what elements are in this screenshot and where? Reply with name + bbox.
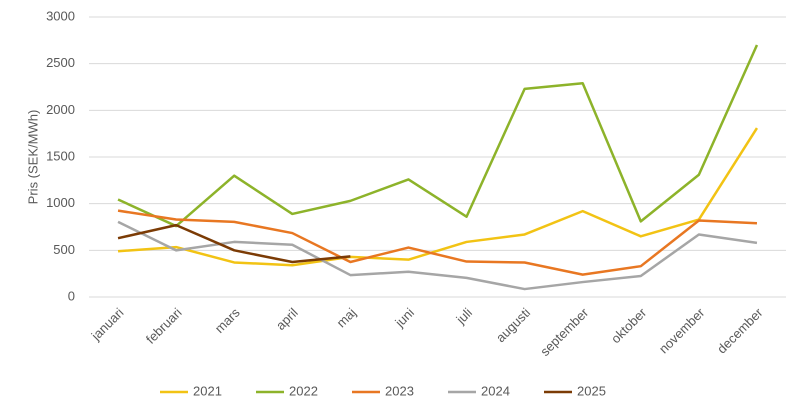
legend-label: 2025 <box>577 383 606 398</box>
y-axis-label: Pris (SEK/MWh) <box>25 110 40 205</box>
x-tick-label: januari <box>88 305 127 344</box>
x-tick-label: maj <box>334 305 359 330</box>
x-tick-label: augusti <box>493 305 533 345</box>
x-tick-label: mars <box>212 305 243 336</box>
y-tick-label: 1500 <box>46 148 75 163</box>
x-tick-label: oktober <box>608 304 650 346</box>
series-line <box>117 127 759 267</box>
legend-label: 2022 <box>289 383 318 398</box>
y-tick-label: 0 <box>68 288 75 303</box>
series-line <box>117 220 758 291</box>
y-tick-label: 2500 <box>46 55 75 70</box>
y-tick-label: 2000 <box>46 102 75 117</box>
y-tick-label: 3000 <box>46 8 75 23</box>
y-tick-label: 1000 <box>46 195 75 210</box>
x-tick-label: december <box>714 304 766 356</box>
x-tick-label: april <box>273 305 301 333</box>
series-line <box>117 223 351 264</box>
x-tick-label: februari <box>143 305 185 347</box>
x-tick-label: september <box>537 304 592 359</box>
y-tick-label: 500 <box>53 242 75 257</box>
legend-label: 2021 <box>193 383 222 398</box>
series-line <box>117 209 758 276</box>
legend-label: 2024 <box>481 383 510 398</box>
x-tick-label: juni <box>391 305 417 331</box>
series-line <box>117 44 759 228</box>
x-tick-label: november <box>656 304 708 356</box>
legend-label: 2023 <box>385 383 414 398</box>
x-tick-label: juli <box>453 305 476 328</box>
